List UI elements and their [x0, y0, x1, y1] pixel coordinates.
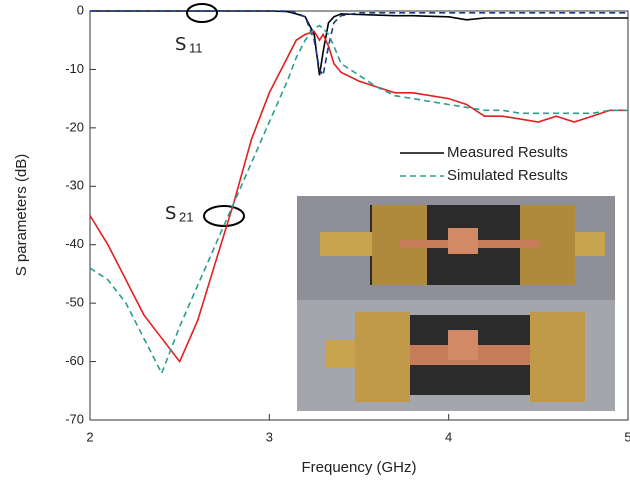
y-tick-label: -10 [65, 61, 84, 76]
y-tick-label: -60 [65, 353, 84, 368]
x-tick-label: 3 [266, 429, 273, 444]
y-tick-label: -50 [65, 295, 84, 310]
series-line [90, 10, 628, 78]
x-tick-label: 4 [445, 429, 452, 444]
y-tick-label: -40 [65, 236, 84, 251]
annotation-sub: 21 [179, 209, 193, 224]
series-line [89, 24, 628, 376]
photo-inset [297, 196, 615, 411]
s21-marker [203, 205, 245, 227]
annotation-sub: 11 [189, 40, 203, 55]
annotation: S [175, 34, 186, 55]
series-line [89, 30, 628, 364]
y-tick-label: -30 [65, 178, 84, 193]
x-axis-label: Frequency (GHz) [301, 459, 416, 476]
legend-box [392, 140, 624, 188]
s11-marker [186, 3, 218, 23]
x-tick-label: 5 [624, 429, 630, 444]
series-line [90, 10, 628, 76]
y-tick-label: -20 [65, 119, 84, 134]
legend-label: Simulated Results [447, 167, 568, 184]
x-tick-label: 2 [86, 429, 93, 444]
y-tick-label: -70 [65, 411, 84, 426]
annotation: S [165, 203, 176, 224]
y-tick-label: 0 [77, 2, 84, 17]
y-axis-label: S parameters (dB) [13, 154, 30, 277]
legend-label: Measured Results [447, 144, 568, 161]
